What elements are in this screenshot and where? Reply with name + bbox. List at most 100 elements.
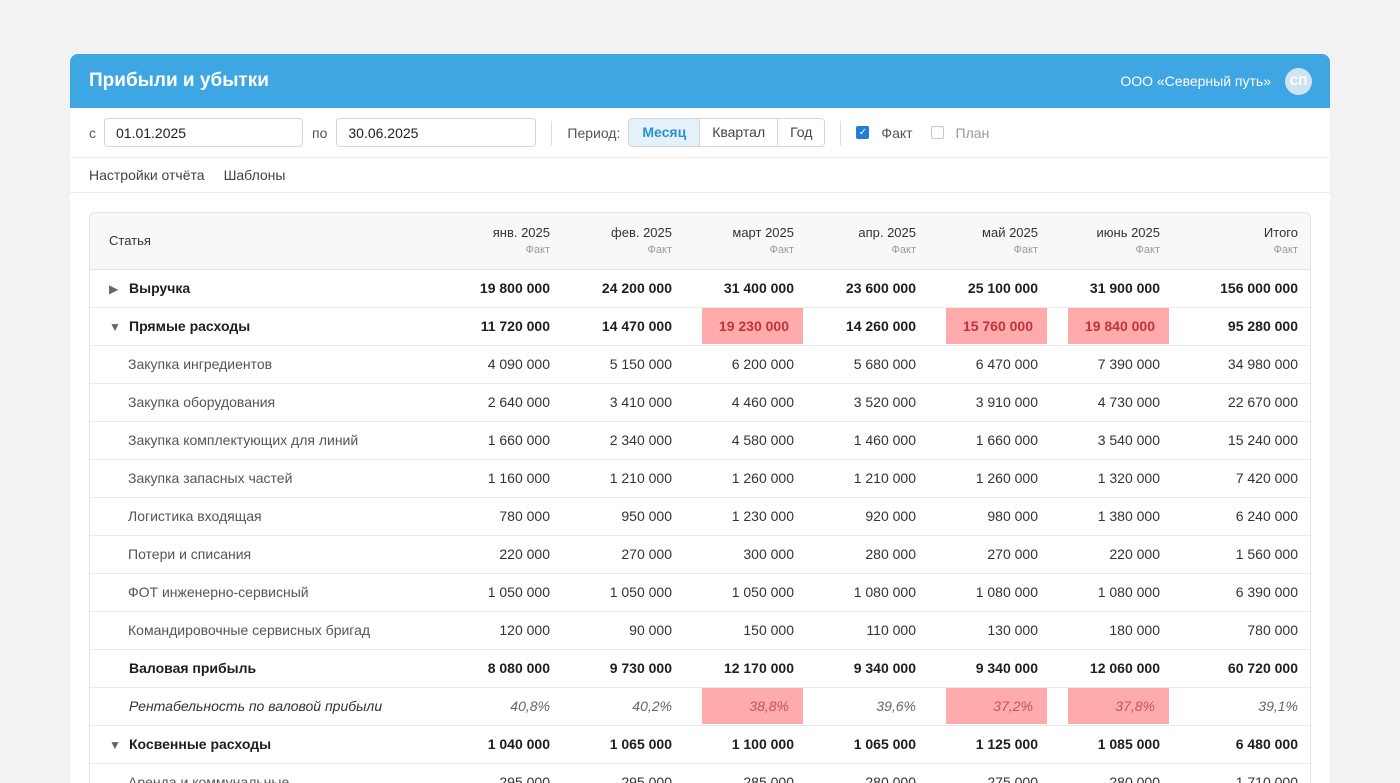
value-cell[interactable]: 1 160 000: [442, 459, 564, 498]
table-group-row[interactable]: ▼ Косвенные расходы 1 040 000 1 065 000 1 10…: [90, 725, 1310, 764]
value-cell[interactable]: 1 660 000: [930, 421, 1052, 460]
value-cell[interactable]: 6 390 000: [1174, 573, 1310, 612]
collapse-icon[interactable]: ▼: [109, 320, 121, 334]
value-cell[interactable]: 5 680 000: [808, 345, 930, 384]
value-cell[interactable]: 6 480 000: [1174, 725, 1310, 764]
value-cell[interactable]: 280 000: [1052, 763, 1174, 783]
value-cell[interactable]: 780 000: [442, 497, 564, 536]
column-header[interactable]: фев. 2025 Факт: [564, 213, 686, 270]
value-cell[interactable]: 3 520 000: [808, 383, 930, 422]
value-cell[interactable]: 34 980 000: [1174, 345, 1310, 384]
value-cell[interactable]: 23 600 000: [808, 269, 930, 308]
value-cell[interactable]: 1 460 000: [808, 421, 930, 460]
column-header[interactable]: Итого Факт: [1174, 213, 1310, 270]
highlighted-value-cell[interactable]: 37,8%: [1052, 687, 1174, 726]
value-cell[interactable]: 6 470 000: [930, 345, 1052, 384]
value-cell[interactable]: 950 000: [564, 497, 686, 536]
value-cell[interactable]: 60 720 000: [1174, 649, 1310, 688]
value-cell[interactable]: 3 910 000: [930, 383, 1052, 422]
column-header-article[interactable]: Статья: [90, 213, 442, 270]
avatar[interactable]: СП: [1285, 67, 1312, 95]
value-cell[interactable]: 280 000: [808, 535, 930, 574]
value-cell[interactable]: 1 210 000: [564, 459, 686, 498]
date-to-input[interactable]: [336, 118, 537, 147]
value-cell[interactable]: 1 100 000: [686, 725, 808, 764]
value-cell[interactable]: 1 065 000: [564, 725, 686, 764]
value-cell[interactable]: 14 470 000: [564, 307, 686, 346]
value-cell[interactable]: 1 125 000: [930, 725, 1052, 764]
value-cell[interactable]: 1 050 000: [442, 573, 564, 612]
highlighted-value-cell[interactable]: 19 840 000: [1052, 307, 1174, 346]
column-header[interactable]: май 2025 Факт: [930, 213, 1052, 270]
value-cell[interactable]: 1 050 000: [686, 573, 808, 612]
value-cell[interactable]: 31 900 000: [1052, 269, 1174, 308]
value-cell[interactable]: 22 670 000: [1174, 383, 1310, 422]
value-cell[interactable]: 1 660 000: [442, 421, 564, 460]
value-cell[interactable]: 220 000: [442, 535, 564, 574]
value-cell[interactable]: 4 580 000: [686, 421, 808, 460]
value-cell[interactable]: 5 150 000: [564, 345, 686, 384]
value-cell[interactable]: 1 040 000: [442, 725, 564, 764]
value-cell[interactable]: 180 000: [1052, 611, 1174, 650]
value-cell[interactable]: 1 320 000: [1052, 459, 1174, 498]
value-cell[interactable]: 40,8%: [442, 687, 564, 726]
highlighted-value-cell[interactable]: 38,8%: [686, 687, 808, 726]
period-year-button[interactable]: Год: [777, 119, 825, 146]
value-cell[interactable]: 6 200 000: [686, 345, 808, 384]
value-cell[interactable]: 2 340 000: [564, 421, 686, 460]
value-cell[interactable]: 285 000: [686, 763, 808, 783]
value-cell[interactable]: 25 100 000: [930, 269, 1052, 308]
date-from-input[interactable]: [104, 118, 303, 147]
value-cell[interactable]: 1 065 000: [808, 725, 930, 764]
highlighted-value-cell[interactable]: 15 760 000: [930, 307, 1052, 346]
value-cell[interactable]: 110 000: [808, 611, 930, 650]
value-cell[interactable]: 4 090 000: [442, 345, 564, 384]
column-header[interactable]: июнь 2025 Факт: [1052, 213, 1174, 270]
value-cell[interactable]: 980 000: [930, 497, 1052, 536]
value-cell[interactable]: 1 080 000: [808, 573, 930, 612]
value-cell[interactable]: 300 000: [686, 535, 808, 574]
value-cell[interactable]: 270 000: [564, 535, 686, 574]
value-cell[interactable]: 6 240 000: [1174, 497, 1310, 536]
period-month-button[interactable]: Месяц: [629, 119, 700, 146]
value-cell[interactable]: 270 000: [930, 535, 1052, 574]
expand-icon[interactable]: ▶: [109, 282, 119, 296]
collapse-icon[interactable]: ▼: [109, 738, 121, 752]
value-cell[interactable]: 1 260 000: [930, 459, 1052, 498]
value-cell[interactable]: 8 080 000: [442, 649, 564, 688]
value-cell[interactable]: 280 000: [808, 763, 930, 783]
column-header[interactable]: март 2025 Факт: [686, 213, 808, 270]
value-cell[interactable]: 1 560 000: [1174, 535, 1310, 574]
value-cell[interactable]: 1 080 000: [930, 573, 1052, 612]
value-cell[interactable]: 40,2%: [564, 687, 686, 726]
value-cell[interactable]: 1 080 000: [1052, 573, 1174, 612]
value-cell[interactable]: 220 000: [1052, 535, 1174, 574]
value-cell[interactable]: 3 540 000: [1052, 421, 1174, 460]
value-cell[interactable]: 90 000: [564, 611, 686, 650]
value-cell[interactable]: 31 400 000: [686, 269, 808, 308]
value-cell[interactable]: 120 000: [442, 611, 564, 650]
value-cell[interactable]: 95 280 000: [1174, 307, 1310, 346]
value-cell[interactable]: 7 390 000: [1052, 345, 1174, 384]
value-cell[interactable]: 24 200 000: [564, 269, 686, 308]
value-cell[interactable]: 9 730 000: [564, 649, 686, 688]
value-cell[interactable]: 1 210 000: [808, 459, 930, 498]
value-cell[interactable]: 295 000: [564, 763, 686, 783]
value-cell[interactable]: 4 460 000: [686, 383, 808, 422]
report-settings-link[interactable]: Настройки отчёта: [89, 167, 205, 183]
value-cell[interactable]: 156 000 000: [1174, 269, 1310, 308]
templates-link[interactable]: Шаблоны: [223, 167, 286, 183]
value-cell[interactable]: 19 800 000: [442, 269, 564, 308]
value-cell[interactable]: 9 340 000: [930, 649, 1052, 688]
value-cell[interactable]: 3 410 000: [564, 383, 686, 422]
column-header[interactable]: янв. 2025 Факт: [442, 213, 564, 270]
value-cell[interactable]: 1 380 000: [1052, 497, 1174, 536]
value-cell[interactable]: 12 170 000: [686, 649, 808, 688]
value-cell[interactable]: 1 710 000: [1174, 763, 1310, 783]
value-cell[interactable]: 14 260 000: [808, 307, 930, 346]
value-cell[interactable]: 295 000: [442, 763, 564, 783]
value-cell[interactable]: 39,6%: [808, 687, 930, 726]
value-cell[interactable]: 9 340 000: [808, 649, 930, 688]
column-header[interactable]: апр. 2025 Факт: [808, 213, 930, 270]
value-cell[interactable]: 12 060 000: [1052, 649, 1174, 688]
